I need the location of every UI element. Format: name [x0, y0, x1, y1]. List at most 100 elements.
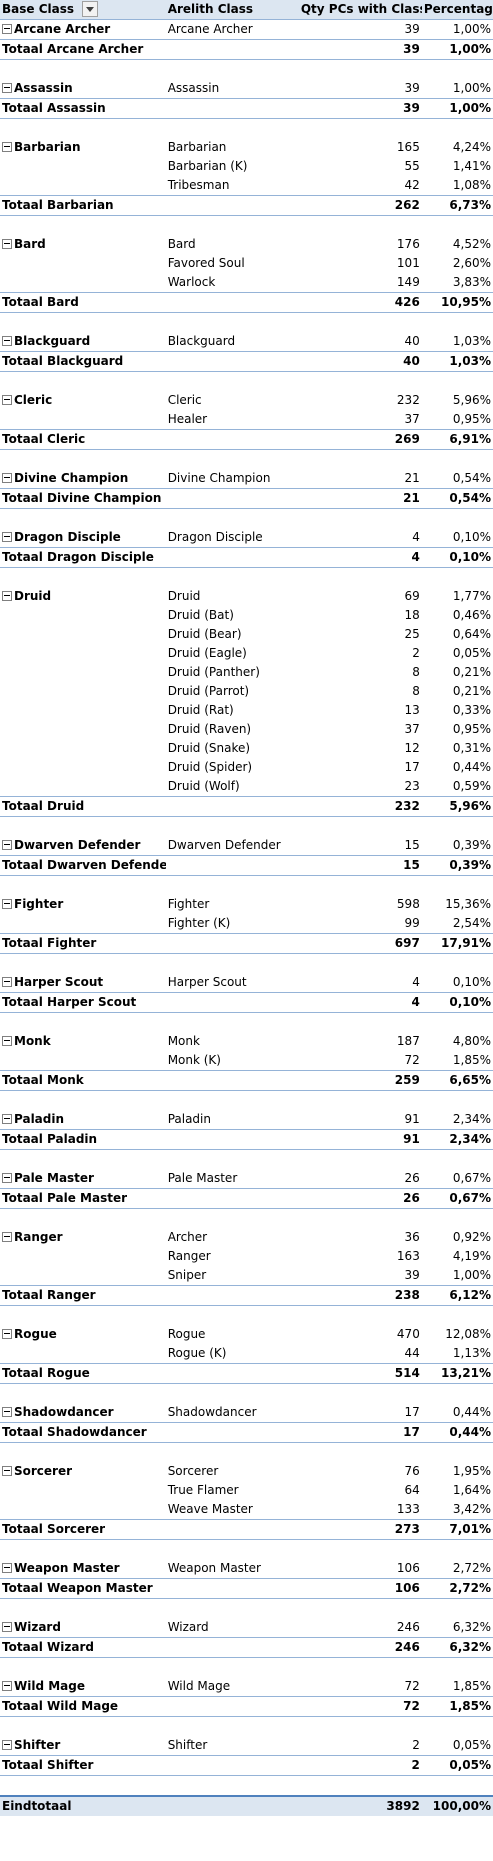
- subtotal-percentage: 6,32%: [421, 1637, 493, 1658]
- table-row: Druid Druid 69 1,77%: [0, 587, 493, 606]
- collapse-icon[interactable]: [2, 1406, 12, 1417]
- filter-dropdown-icon[interactable]: [82, 0, 99, 17]
- collapse-icon[interactable]: [2, 141, 12, 152]
- spacer-row: [0, 1443, 493, 1463]
- collapse-icon[interactable]: [2, 898, 12, 909]
- collapse-icon[interactable]: [2, 1739, 12, 1750]
- pivot-body: Arcane Archer Arcane Archer 39 1,00% Totaal …: [0, 20, 493, 1816]
- subtotal-qty: 262: [298, 195, 422, 216]
- qty-cell: 55: [404, 159, 420, 173]
- spacer-cell: [0, 1091, 166, 1111]
- collapse-icon[interactable]: [2, 590, 12, 601]
- percentage-cell: 12,08%: [445, 1327, 491, 1341]
- qty-cell: 64: [404, 1483, 420, 1497]
- collapse-icon[interactable]: [2, 1680, 12, 1691]
- qty-cell: 37: [404, 722, 420, 736]
- subtotal-row: Totaal Assassin 39 1,00%: [0, 98, 493, 119]
- qty-cell: 4: [412, 530, 420, 544]
- arelith-class-cell: Druid (Bear): [167, 627, 242, 641]
- collapse-icon[interactable]: [2, 1035, 12, 1046]
- base-class-cell: Weapon Master: [0, 1559, 166, 1579]
- collapse-icon[interactable]: [2, 1621, 12, 1632]
- subtotal-label: Totaal Wild Mage: [0, 1696, 166, 1717]
- arelith-class-cell: Dragon Disciple: [167, 530, 263, 544]
- base-class-label: Dwarven Defender: [14, 838, 141, 852]
- subtotal-empty: [165, 1188, 299, 1209]
- subtotal-percentage: 6,91%: [421, 429, 493, 450]
- collapse-icon[interactable]: [2, 1465, 12, 1476]
- collapse-icon[interactable]: [2, 1562, 12, 1573]
- collapse-icon[interactable]: [2, 839, 12, 850]
- subtotal-row: Totaal Shifter 2 0,05%: [0, 1755, 493, 1776]
- collapse-icon[interactable]: [2, 23, 12, 34]
- subtotal-qty: 259: [298, 1070, 422, 1091]
- spacer-cell: [166, 372, 299, 392]
- table-row: Divine Champion Divine Champion 21 0,54%: [0, 469, 493, 489]
- qty-cell: 2: [412, 646, 420, 660]
- table-row: Dwarven Defender Dwarven Defender 15 0,39%: [0, 836, 493, 856]
- table-row: Druid (Snake) 12 0,31%: [0, 739, 493, 758]
- spacer-row: [0, 1540, 493, 1560]
- base-class-cell: [0, 254, 166, 273]
- subtotal-percentage: 5,96%: [421, 796, 493, 817]
- spacer-cell: [166, 119, 299, 139]
- table-row: Pale Master Pale Master 26 0,67%: [0, 1169, 493, 1189]
- subtotal-empty: [165, 488, 299, 509]
- spacer-cell: [299, 1443, 422, 1463]
- subtotal-empty: [165, 855, 299, 876]
- subtotal-qty: 238: [298, 1285, 422, 1306]
- collapse-icon[interactable]: [2, 976, 12, 987]
- arelith-class-cell: Druid (Parrot): [167, 684, 250, 698]
- qty-cell: 101: [396, 256, 420, 270]
- subtotal-qty: 269: [298, 429, 422, 450]
- base-class-cell: [0, 625, 166, 644]
- subtotal-qty: 106: [298, 1578, 422, 1599]
- spacer-cell: [0, 372, 166, 392]
- collapse-icon[interactable]: [2, 82, 12, 93]
- qty-cell: 69: [404, 589, 420, 603]
- subtotal-qty: 15: [298, 855, 422, 876]
- qty-cell: 163: [396, 1249, 420, 1263]
- header-base-class: Base Class: [0, 0, 166, 20]
- spacer-cell: [0, 1776, 166, 1797]
- collapse-icon[interactable]: [2, 531, 12, 542]
- table-row: Weave Master 133 3,42%: [0, 1500, 493, 1520]
- header-percentage: Percentage: [421, 0, 493, 20]
- arelith-class-cell: True Flamer: [167, 1483, 239, 1497]
- table-row: Sorcerer Sorcerer 76 1,95%: [0, 1462, 493, 1481]
- base-class-cell: [0, 1344, 166, 1364]
- subtotal-percentage: 2,34%: [421, 1129, 493, 1150]
- subtotal-qty: 39: [298, 98, 422, 119]
- spacer-cell: [422, 119, 493, 139]
- qty-cell: 232: [396, 393, 420, 407]
- collapse-icon[interactable]: [2, 1328, 12, 1339]
- collapse-icon[interactable]: [2, 238, 12, 249]
- table-row: Barbarian (K) 55 1,41%: [0, 157, 493, 176]
- subtotal-empty: [165, 1755, 299, 1776]
- percentage-cell: 1,85%: [452, 1679, 491, 1693]
- subtotal-empty: [165, 1285, 299, 1306]
- subtotal-empty: [165, 1129, 299, 1150]
- subtotal-row: Totaal Barbarian 262 6,73%: [0, 195, 493, 216]
- spacer-cell: [166, 817, 299, 837]
- percentage-cell: 0,10%: [452, 530, 491, 544]
- subtotal-row: Totaal Dragon Disciple 4 0,10%: [0, 547, 493, 568]
- spacer-cell: [166, 954, 299, 974]
- spacer-cell: [422, 216, 493, 236]
- collapse-icon[interactable]: [2, 472, 12, 483]
- collapse-icon[interactable]: [2, 1113, 12, 1124]
- subtotal-label: Totaal Ranger: [0, 1285, 166, 1306]
- spacer-row: [0, 954, 493, 974]
- base-class-cell: [0, 720, 166, 739]
- base-class-cell: Barbarian: [0, 138, 166, 157]
- collapse-icon[interactable]: [2, 1231, 12, 1242]
- table-row: Paladin Paladin 91 2,34%: [0, 1110, 493, 1130]
- collapse-icon[interactable]: [2, 394, 12, 405]
- spacer-cell: [0, 60, 166, 80]
- subtotal-qty: 426: [298, 292, 422, 313]
- arelith-class-cell: Rogue (K): [167, 1346, 227, 1360]
- collapse-icon[interactable]: [2, 335, 12, 346]
- subtotal-percentage: 1,00%: [421, 98, 493, 119]
- percentage-cell: 0,21%: [452, 684, 491, 698]
- collapse-icon[interactable]: [2, 1172, 12, 1183]
